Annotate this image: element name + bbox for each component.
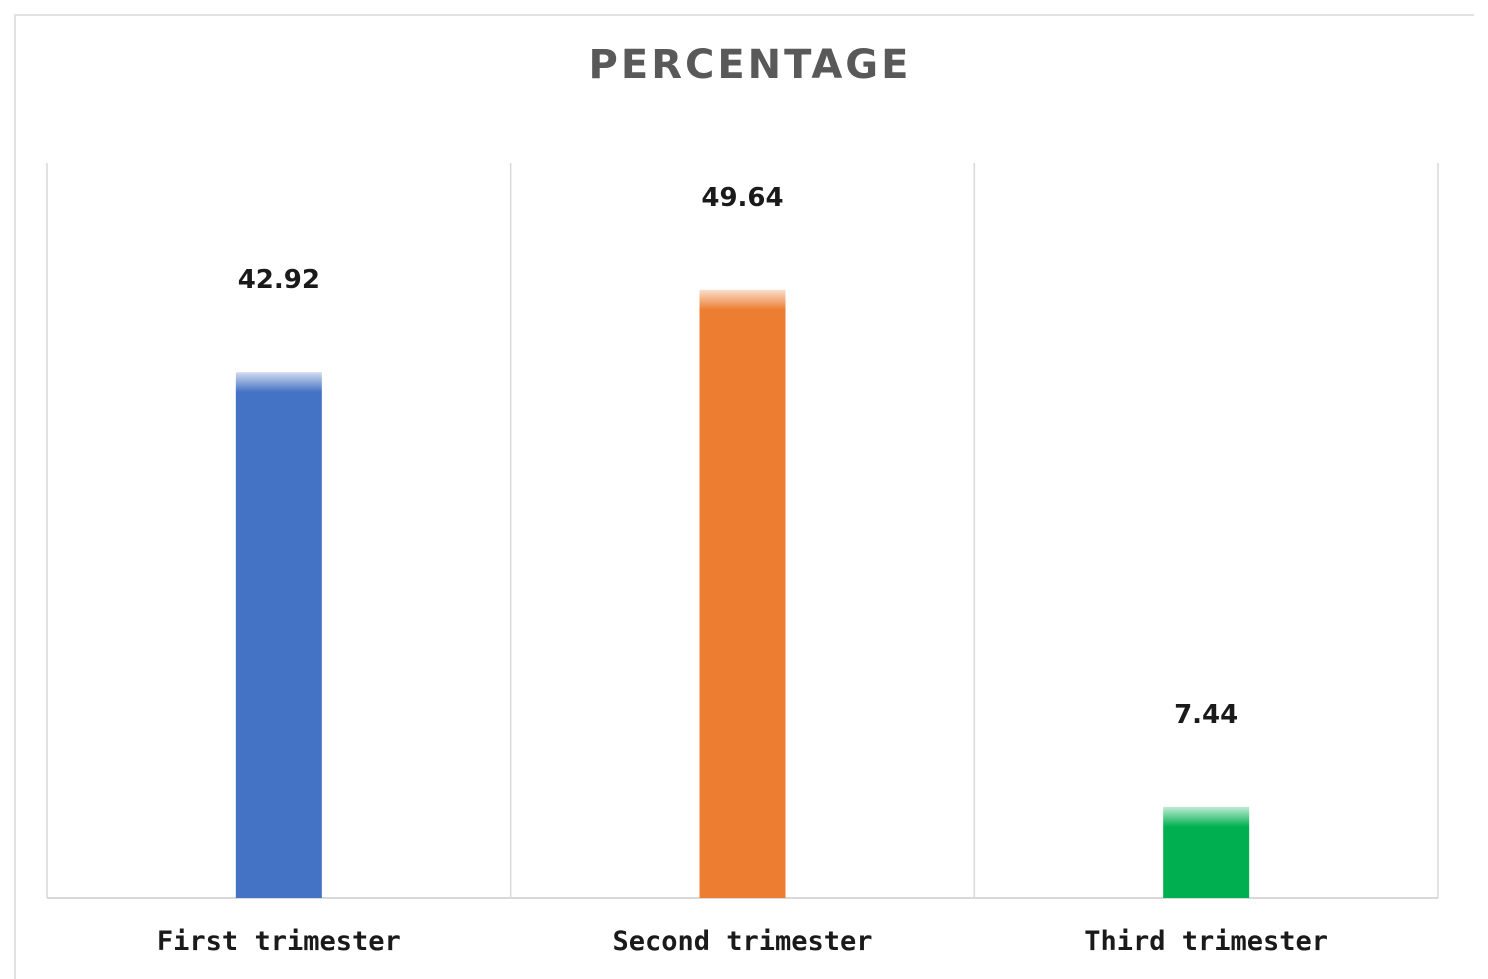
bar-first-trimester [235, 372, 322, 899]
value-label: 7.44 [1174, 700, 1238, 730]
category-label: Third trimester [1084, 926, 1328, 957]
bars [235, 289, 1250, 899]
value-label: 49.64 [701, 183, 783, 213]
value-labels: 42.92 49.64 7.44 [238, 183, 1239, 730]
chart-title: PERCENTAGE [588, 42, 912, 88]
category-label: Second trimester [612, 926, 872, 957]
value-label: 42.92 [238, 265, 320, 295]
category-labels: First trimester Second trimester Third tri… [157, 926, 1328, 957]
category-label: First trimester [157, 926, 401, 957]
bar-second-trimester [699, 289, 786, 898]
bar-third-trimester [1163, 806, 1250, 898]
